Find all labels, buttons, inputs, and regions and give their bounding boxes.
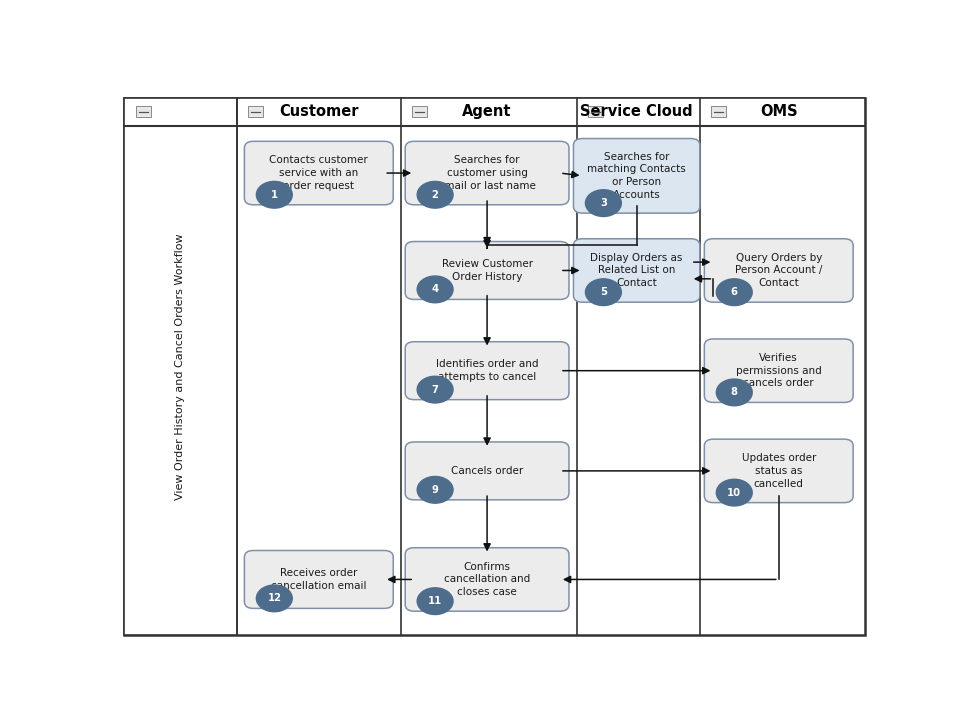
FancyBboxPatch shape (405, 442, 569, 500)
Text: Contacts customer
service with an
order request: Contacts customer service with an order … (269, 155, 369, 191)
FancyBboxPatch shape (405, 241, 569, 299)
Text: Service Cloud: Service Cloud (580, 104, 693, 119)
Circle shape (417, 181, 453, 208)
Text: 12: 12 (267, 594, 282, 604)
Text: 3: 3 (600, 198, 607, 208)
Text: View Order History and Cancel Orders Workflow: View Order History and Cancel Orders Wor… (176, 234, 185, 500)
FancyBboxPatch shape (244, 141, 393, 205)
FancyBboxPatch shape (704, 439, 853, 502)
Bar (711, 106, 727, 117)
FancyBboxPatch shape (704, 239, 853, 302)
Text: 7: 7 (431, 385, 438, 395)
Circle shape (417, 476, 453, 503)
Text: Customer: Customer (279, 104, 359, 119)
Circle shape (417, 276, 453, 303)
Text: Receives order
cancellation email: Receives order cancellation email (271, 568, 367, 591)
Text: Confirms
cancellation and
closes case: Confirms cancellation and closes case (444, 562, 530, 597)
Circle shape (257, 181, 292, 208)
Text: Identifies order and
attempts to cancel: Identifies order and attempts to cancel (436, 359, 538, 382)
Circle shape (417, 588, 453, 615)
Circle shape (716, 279, 752, 306)
Text: Updates order
status as
cancelled: Updates order status as cancelled (741, 453, 816, 489)
FancyBboxPatch shape (405, 141, 569, 205)
Bar (588, 106, 603, 117)
Circle shape (716, 379, 752, 406)
Text: Review Customer
Order History: Review Customer Order History (442, 259, 533, 282)
Text: 4: 4 (431, 284, 439, 294)
Text: 11: 11 (428, 596, 442, 606)
Bar (124, 98, 236, 635)
Text: Agent: Agent (462, 104, 511, 119)
FancyBboxPatch shape (573, 239, 700, 302)
Bar (135, 106, 151, 117)
Text: 1: 1 (271, 189, 278, 200)
Circle shape (586, 189, 621, 216)
FancyBboxPatch shape (244, 550, 393, 608)
Bar (236, 98, 865, 126)
Text: 2: 2 (431, 189, 438, 200)
FancyBboxPatch shape (704, 339, 853, 403)
FancyBboxPatch shape (405, 342, 569, 400)
Text: OMS: OMS (760, 104, 797, 119)
Text: 5: 5 (600, 287, 607, 297)
Circle shape (716, 479, 752, 506)
Text: Display Orders as
Related List on
Contact: Display Orders as Related List on Contac… (591, 252, 683, 288)
Circle shape (586, 279, 621, 306)
FancyBboxPatch shape (405, 548, 569, 611)
Text: Searches for
customer using
email or last name: Searches for customer using email or las… (438, 155, 536, 191)
Circle shape (257, 585, 292, 612)
Text: Cancels order: Cancels order (451, 466, 523, 476)
Bar (248, 106, 262, 117)
FancyBboxPatch shape (573, 139, 700, 213)
Text: 6: 6 (731, 287, 738, 297)
Text: 8: 8 (731, 388, 738, 398)
Text: Searches for
matching Contacts
or Person
Accounts: Searches for matching Contacts or Person… (588, 152, 686, 200)
Text: Verifies
permissions and
cancels order: Verifies permissions and cancels order (736, 353, 821, 388)
Bar (412, 106, 427, 117)
Text: 9: 9 (431, 485, 438, 495)
Circle shape (417, 376, 453, 403)
Text: Query Orders by
Person Account /
Contact: Query Orders by Person Account / Contact (735, 252, 822, 288)
Text: 10: 10 (728, 487, 741, 497)
